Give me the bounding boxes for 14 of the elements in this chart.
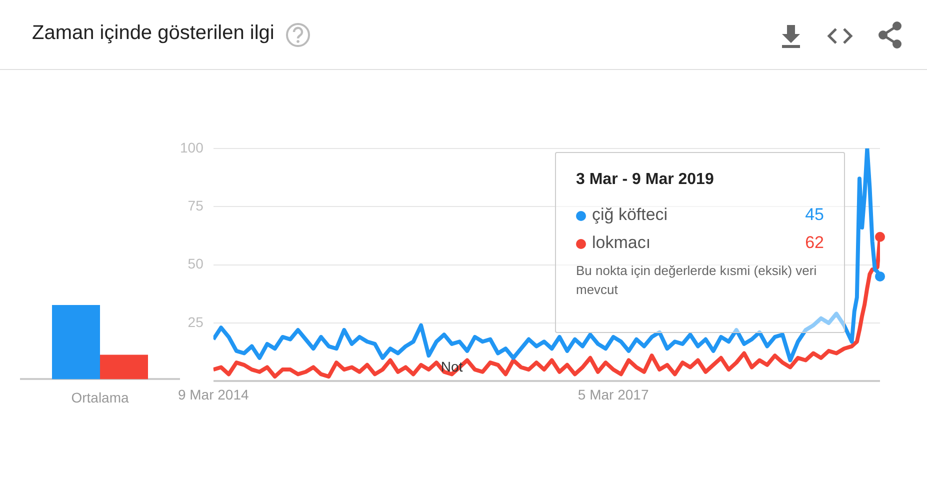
x-tick-label: 9 Mar 2014: [178, 386, 249, 402]
annotation: 45: [805, 205, 824, 225]
x-tick-label: Ortalama: [71, 389, 129, 406]
annotation: Bu nokta için değerlerde kısmi (eksik) veri mevcut: [576, 262, 818, 299]
annotation: 3 Mar - 9 Mar 2019: [576, 171, 715, 189]
annotation: 62: [805, 233, 824, 253]
y-tick-label: 50: [188, 256, 204, 272]
legend-label: lokmacı: [592, 233, 651, 252]
legend-label: çiğ köfteci: [592, 205, 668, 224]
y-tick-label: 75: [188, 197, 204, 214]
x-tick-label: 5 Mar 2017: [578, 386, 649, 402]
y-tick-label: 100: [180, 139, 204, 156]
y-tick-label: 25: [188, 314, 204, 330]
chart-title: Zaman içinde gösterilen ilgi: [32, 22, 274, 45]
